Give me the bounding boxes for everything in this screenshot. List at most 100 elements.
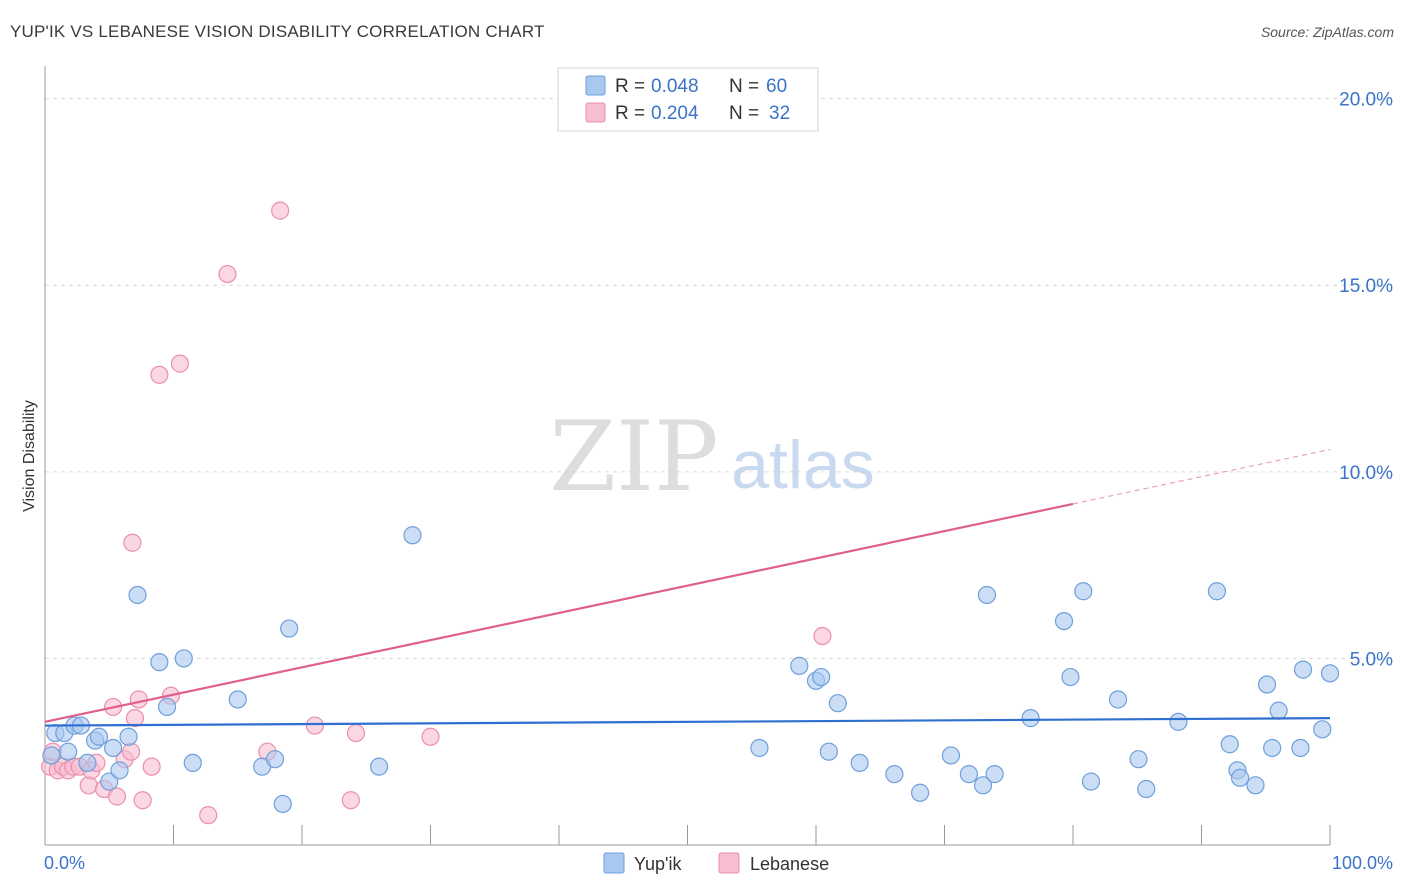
point-yupik	[1320, 664, 1340, 683]
x-tick-label: 100.0%	[1332, 853, 1393, 873]
legend-n-value: 60	[766, 76, 787, 97]
point-lebanese	[125, 709, 145, 728]
point-lebanese	[271, 201, 290, 220]
point-yupik	[1230, 768, 1250, 787]
grid	[45, 98, 1390, 659]
point-yupik	[941, 746, 961, 765]
point-yupik	[280, 619, 299, 638]
point-yupik	[959, 764, 979, 784]
axes	[44, 66, 1331, 846]
point-yupik	[1137, 779, 1156, 799]
scatter-points	[41, 201, 1340, 825]
point-yupik	[828, 694, 847, 713]
trend-lines	[44, 448, 1331, 727]
point-lebanese	[218, 264, 237, 284]
point-lebanese	[346, 723, 366, 743]
point-yupik	[100, 772, 119, 791]
trend-line-extension-lebanese	[1072, 448, 1331, 505]
point-lebanese	[199, 806, 218, 825]
point-yupik	[128, 585, 147, 605]
legend-r-label: R =	[615, 76, 645, 97]
trend-line-yupik	[44, 717, 1331, 727]
legend-r-value: 0.204	[651, 103, 699, 124]
y-axis-label: Vision Disability	[21, 400, 38, 512]
point-yupik	[89, 727, 109, 746]
point-lebanese	[107, 787, 127, 806]
point-lebanese	[305, 716, 324, 735]
point-lebanese	[121, 742, 141, 761]
point-yupik	[183, 753, 202, 773]
point-yupik	[273, 794, 292, 814]
point-yupik	[174, 649, 193, 668]
point-lebanese	[133, 791, 152, 810]
point-yupik	[119, 727, 138, 746]
point-yupik	[1220, 735, 1239, 754]
legend-r-label: R =	[615, 103, 645, 124]
watermark-atlas: atlas	[731, 427, 875, 503]
point-yupik	[910, 783, 930, 802]
point-yupik	[265, 750, 285, 769]
point-lebanese	[813, 626, 832, 646]
legend-n-label: N =	[729, 76, 759, 97]
point-yupik	[977, 585, 997, 605]
point-yupik	[850, 753, 869, 773]
point-lebanese	[79, 776, 98, 795]
legend-swatch-lebanese	[585, 102, 606, 123]
x-tick-label: 0.0%	[44, 853, 85, 873]
point-lebanese	[421, 727, 440, 746]
point-lebanese	[123, 533, 142, 552]
legend-r-value: 0.048	[651, 76, 699, 97]
point-yupik	[985, 764, 1004, 784]
source-credit: Source: ZipAtlas.com	[1260, 24, 1394, 40]
point-lebanese	[142, 757, 161, 776]
point-lebanese	[341, 791, 360, 810]
point-yupik	[104, 738, 123, 758]
point-yupik	[1081, 772, 1101, 791]
y-tick-label: 5.0%	[1350, 649, 1393, 670]
legend-n-value: 32	[769, 103, 790, 124]
point-lebanese	[170, 354, 190, 373]
point-yupik	[403, 526, 422, 545]
y-tick-label: 20.0%	[1339, 90, 1393, 111]
y-tick-label: 10.0%	[1339, 463, 1393, 484]
legend-n-label: N =	[729, 103, 759, 124]
point-yupik	[973, 776, 993, 795]
point-yupik	[1054, 611, 1074, 631]
point-yupik	[1169, 712, 1188, 731]
point-yupik	[750, 738, 769, 758]
point-yupik	[1291, 738, 1310, 758]
point-lebanese	[150, 365, 169, 384]
point-yupik	[1313, 720, 1332, 739]
point-yupik	[819, 742, 838, 761]
legend-swatch-yupik	[603, 852, 625, 874]
point-yupik	[150, 653, 169, 672]
point-yupik	[1021, 709, 1040, 728]
point-lebanese	[129, 690, 148, 709]
point-yupik	[1061, 667, 1080, 687]
correlation-legend: R = 0.048 N = 60 R = 0.204 N = 32	[557, 67, 819, 132]
point-yupik	[812, 667, 831, 687]
point-yupik	[1257, 675, 1277, 694]
legend-label-yupik: Yup'ik	[634, 854, 682, 874]
point-yupik	[59, 742, 78, 761]
point-yupik	[1108, 690, 1128, 709]
watermark-zip: ZIP	[549, 401, 718, 513]
point-yupik	[1129, 750, 1148, 769]
point-yupik	[1293, 660, 1313, 679]
point-yupik	[78, 753, 97, 773]
chart-title: YUP'IK VS LEBANESE VISION DISABILITY COR…	[10, 22, 545, 41]
legend-label-lebanese: Lebanese	[750, 854, 829, 874]
point-yupik	[790, 656, 809, 675]
point-yupik	[1246, 776, 1265, 795]
y-tick-label: 15.0%	[1339, 276, 1393, 297]
tick-labels: 5.0% 10.0% 15.0% 20.0% 0.0% 100.0%	[44, 90, 1393, 873]
point-yupik	[1269, 701, 1288, 720]
point-yupik	[1074, 582, 1093, 601]
point-yupik	[228, 690, 247, 709]
trend-line-lebanese	[44, 502, 1074, 723]
legend-swatch-yupik	[585, 75, 606, 96]
series-legend: Yup'ik Lebanese	[603, 852, 829, 874]
legend-swatch-lebanese	[718, 852, 740, 874]
point-yupik	[110, 761, 129, 780]
